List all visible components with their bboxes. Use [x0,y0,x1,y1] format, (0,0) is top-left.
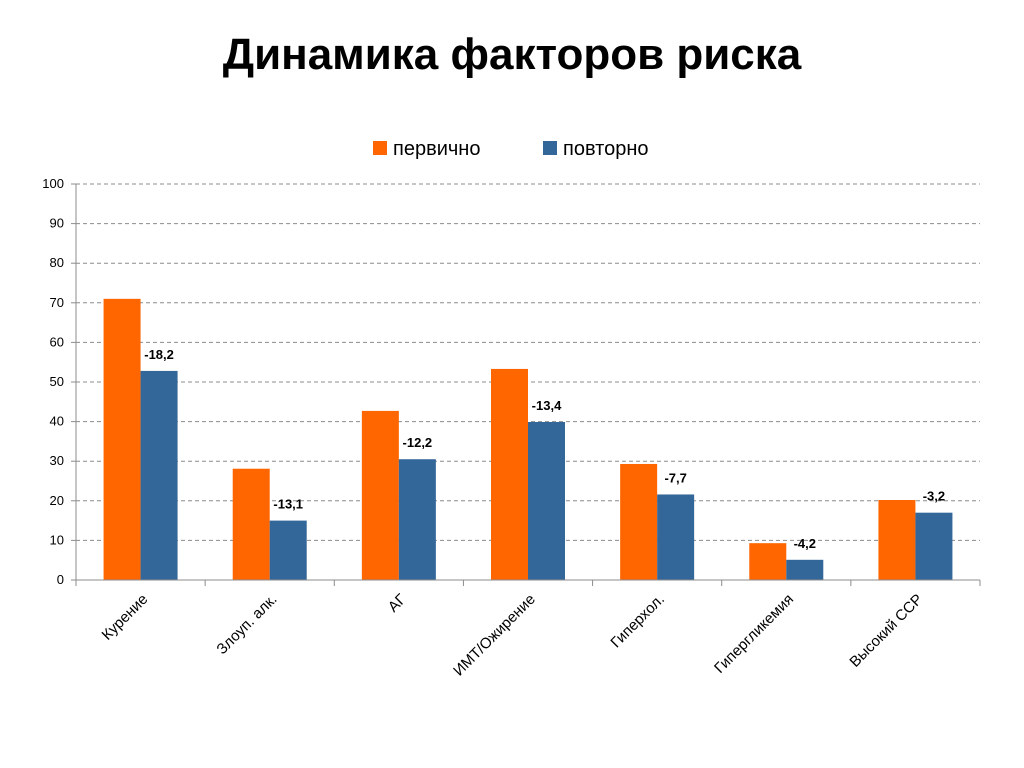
y-tick-label: 40 [50,414,64,429]
bar-primary [361,410,399,580]
y-tick-label: 90 [50,216,64,231]
category-label: Гиперхол. [607,591,668,652]
bar-primary [491,368,528,580]
bar-repeat [398,459,436,580]
legend-swatch [543,141,557,155]
x-axis: Курение Злоуп. алк. АГ ИМТ/Ожирение Гиперхол… [75,579,981,680]
page-title: Динамика факторов риска [222,30,802,79]
chart-bars [103,298,953,580]
category-label: Высокий ССР [846,591,926,671]
data-label: -13,4 [532,398,562,413]
category-label: Курение [99,591,152,644]
legend-label: повторно [563,138,649,160]
category-label: ИМТ/Ожирение [450,591,539,680]
category-label: Гипергликемия [711,591,797,677]
bar-primary [878,500,916,580]
chart-data-labels: -18,2 -13,1 -12,2 -13,4 -7,7 -4,2 -3,2 [144,347,945,551]
data-label: -12,2 [403,435,433,450]
y-tick-label: 70 [50,295,64,310]
bar-repeat [140,370,178,580]
y-tick-label: 50 [50,374,64,389]
chart-legend: первично повторно [373,138,649,160]
bar-repeat [915,512,953,580]
y-tick-label: 60 [50,334,64,349]
y-tick-label: 20 [50,493,64,508]
y-tick-label: 80 [50,255,64,270]
category-label: Злоуп. алк. [213,591,280,658]
data-label: -7,7 [664,470,686,485]
legend-label: первично [393,138,480,160]
data-label: -13,1 [273,497,303,512]
y-axis: 0 10 20 30 40 50 60 70 80 90 100 [42,176,77,587]
bar-repeat [657,494,695,580]
data-label: -3,2 [923,489,945,504]
data-label: -18,2 [144,347,174,362]
bar-primary [749,543,787,580]
bar-primary [103,298,141,580]
bar-primary [232,468,270,580]
category-label: АГ [385,591,410,616]
bar-primary [620,463,658,580]
y-tick-label: 100 [42,176,64,191]
data-label: -4,2 [794,536,816,551]
y-tick-label: 0 [57,572,64,587]
bar-repeat [786,559,824,580]
legend-swatch [373,141,387,155]
bar-repeat [528,421,565,580]
y-tick-label: 10 [50,532,64,547]
bar-repeat [269,520,307,580]
y-tick-label: 30 [50,453,64,468]
